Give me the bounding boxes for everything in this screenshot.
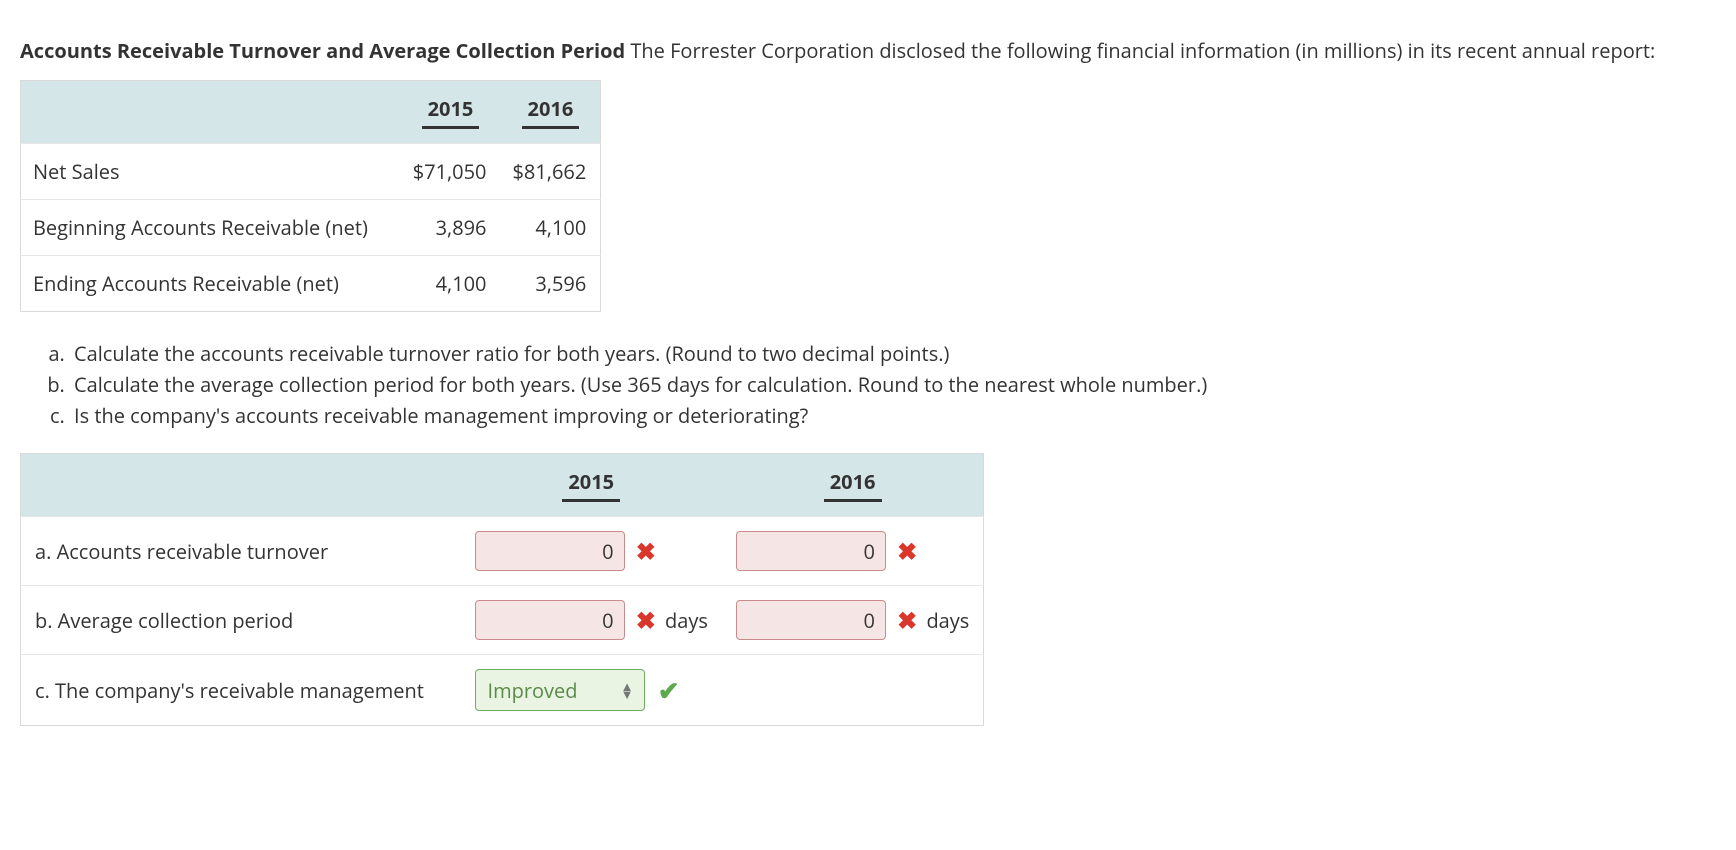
- question-list: Calculate the accounts receivable turnov…: [46, 338, 1716, 431]
- select-value: Improved: [488, 677, 578, 704]
- turnover-2016-input[interactable]: 0: [736, 531, 886, 571]
- cross-icon: ✖: [897, 604, 917, 637]
- table-row: Beginning Accounts Receivable (net) 3,89…: [21, 200, 601, 256]
- row-value: $71,050: [401, 144, 501, 200]
- financial-data-table: 2015 2016 Net Sales $71,050 $81,662 Begi…: [20, 80, 601, 312]
- row-value: 3,896: [401, 200, 501, 256]
- answer-header-blank: [21, 454, 461, 517]
- table-row: Ending Accounts Receivable (net) 4,100 3…: [21, 256, 601, 312]
- question-b: Calculate the average collection period …: [70, 369, 1716, 400]
- unit-label: days: [926, 607, 969, 634]
- row-label: Beginning Accounts Receivable (net): [21, 200, 401, 256]
- row-value: $81,662: [501, 144, 601, 200]
- unit-label: days: [665, 607, 708, 634]
- collection-2016-input[interactable]: 0: [736, 600, 886, 640]
- answer-row-b: b. Average collection period 0 ✖ days 0 …: [21, 586, 984, 655]
- collection-2015-input[interactable]: 0: [475, 600, 625, 640]
- table-header-blank: [21, 81, 401, 144]
- answer-row-label: a. Accounts receivable turnover: [21, 517, 461, 586]
- problem-intro-text: The Forrester Corporation disclosed the …: [625, 37, 1655, 64]
- row-value: 3,596: [501, 256, 601, 312]
- row-value: 4,100: [501, 200, 601, 256]
- answer-header-year-2015: 2015: [461, 454, 722, 517]
- stepper-icon: ▲▼: [621, 682, 634, 698]
- cross-icon: ✖: [636, 535, 656, 568]
- cross-icon: ✖: [897, 535, 917, 568]
- row-label: Ending Accounts Receivable (net): [21, 256, 401, 312]
- answer-row-a: a. Accounts receivable turnover 0 ✖ 0 ✖: [21, 517, 984, 586]
- question-c: Is the company's accounts receivable man…: [70, 400, 1716, 431]
- table-header-year-2015: 2015: [401, 81, 501, 144]
- answer-row-label: b. Average collection period: [21, 586, 461, 655]
- problem-title: Accounts Receivable Turnover and Average…: [20, 37, 625, 64]
- check-icon: ✔: [658, 672, 680, 708]
- table-row: Net Sales $71,050 $81,662: [21, 144, 601, 200]
- answer-entry-table: 2015 2016 a. Accounts receivable turnove…: [20, 453, 984, 726]
- management-trend-select[interactable]: Improved ▲▼: [475, 669, 645, 711]
- row-value: 4,100: [401, 256, 501, 312]
- turnover-2015-input[interactable]: 0: [475, 531, 625, 571]
- answer-row-label: c. The company's receivable management: [21, 655, 461, 726]
- table-header-year-2016: 2016: [501, 81, 601, 144]
- problem-intro: Accounts Receivable Turnover and Average…: [20, 36, 1716, 66]
- answer-row-c: c. The company's receivable management I…: [21, 655, 984, 726]
- question-a: Calculate the accounts receivable turnov…: [70, 338, 1716, 369]
- row-label: Net Sales: [21, 144, 401, 200]
- cross-icon: ✖: [636, 604, 656, 637]
- answer-header-year-2016: 2016: [722, 454, 984, 517]
